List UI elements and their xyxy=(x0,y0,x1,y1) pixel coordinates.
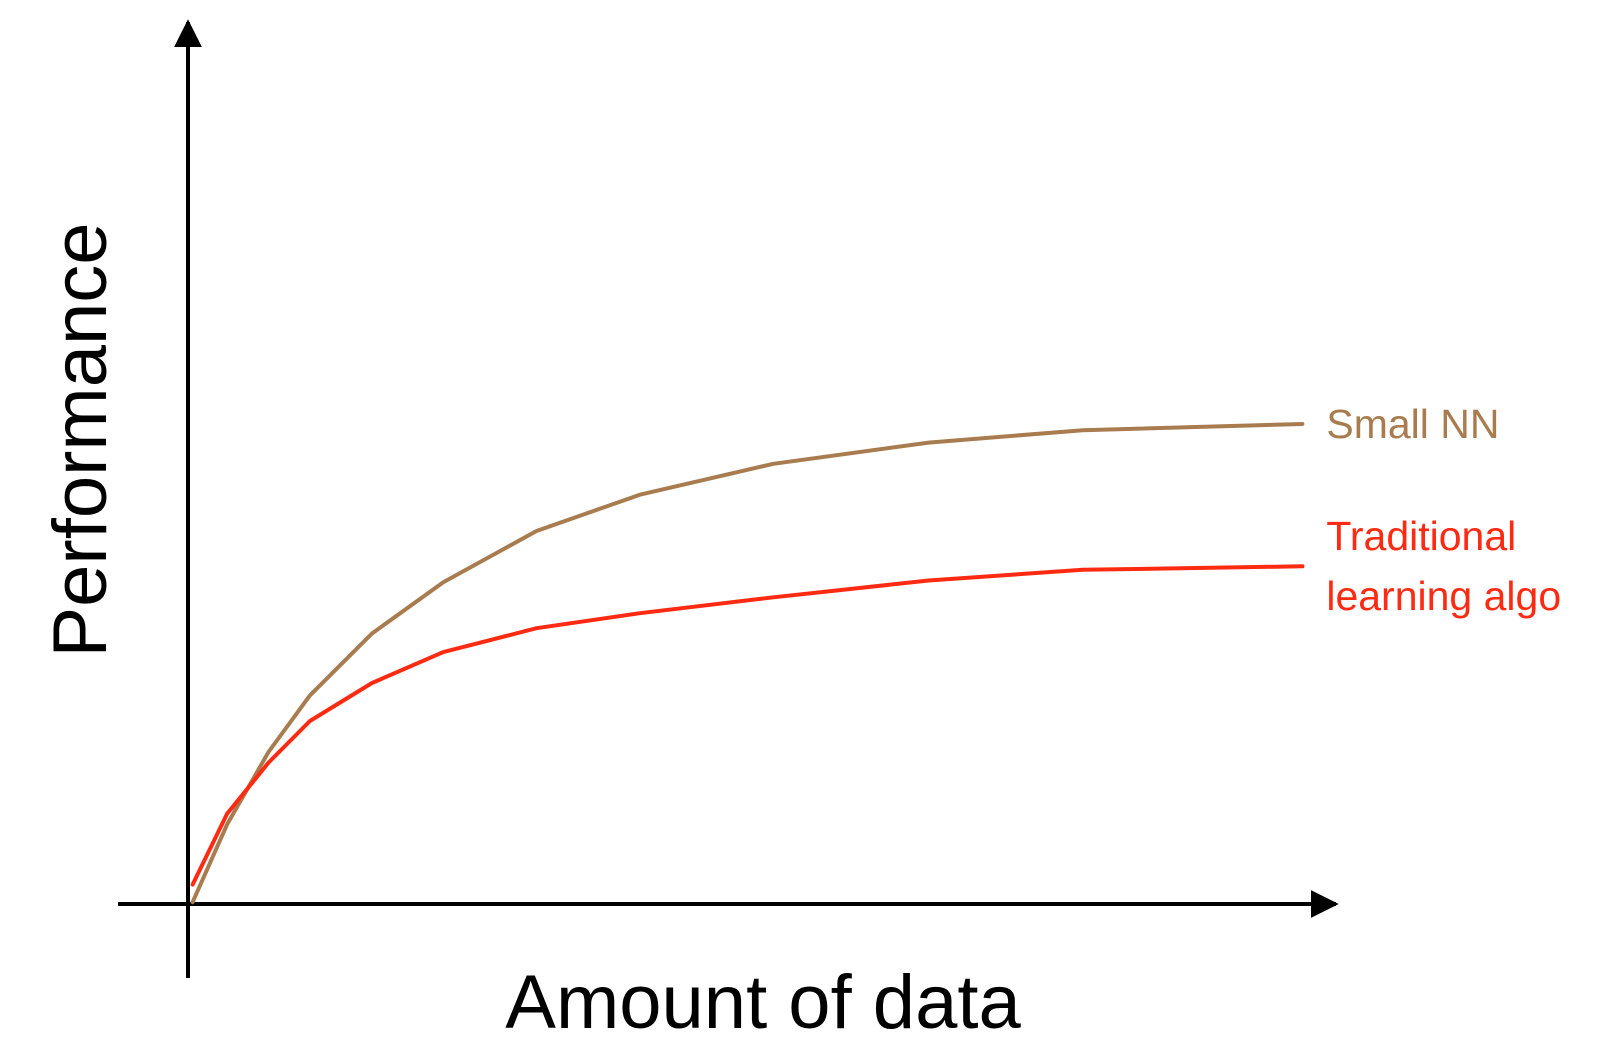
series-label: Traditional learning algo xyxy=(1326,513,1562,620)
series-line xyxy=(190,564,1305,887)
series-line xyxy=(190,422,1305,905)
x-axis-title: Amount of data xyxy=(505,960,1021,1040)
series-label: Small NN xyxy=(1326,400,1500,447)
y-axis-title: Performance xyxy=(38,222,123,657)
